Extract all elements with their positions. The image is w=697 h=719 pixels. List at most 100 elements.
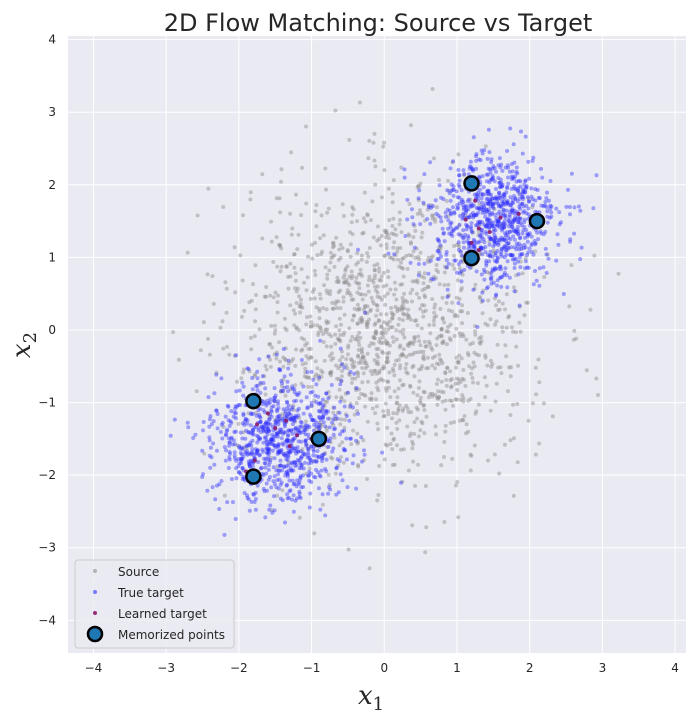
true-target-point xyxy=(439,219,444,224)
true-target-point xyxy=(254,413,259,418)
true-target-point xyxy=(488,170,493,175)
true-target-point xyxy=(318,474,323,479)
memorized-point xyxy=(463,249,480,267)
true-target-point xyxy=(265,442,270,447)
source-point xyxy=(455,388,460,392)
true-target-point xyxy=(284,438,289,443)
true-target-point xyxy=(471,237,476,242)
source-point xyxy=(417,184,422,189)
true-target-point xyxy=(522,220,526,225)
true-target-point xyxy=(265,450,270,455)
true-target-point xyxy=(544,196,549,201)
source-point xyxy=(405,312,410,317)
true-target-point xyxy=(326,491,331,496)
true-target-point xyxy=(283,430,288,435)
true-target-point xyxy=(314,459,319,464)
source-point xyxy=(307,466,312,471)
true-target-point xyxy=(320,492,325,497)
true-target-point xyxy=(491,229,496,234)
source-point xyxy=(207,352,212,357)
source-point xyxy=(435,402,440,407)
true-target-point xyxy=(445,295,450,299)
source-point xyxy=(337,387,342,392)
source-point xyxy=(426,395,431,400)
true-target-point xyxy=(453,258,458,263)
true-target-point xyxy=(496,204,501,209)
source-point xyxy=(445,365,450,370)
true-target-point xyxy=(284,464,289,469)
source-point xyxy=(376,224,380,229)
source-point xyxy=(360,317,365,322)
source-point xyxy=(541,401,546,406)
x-tick-label: 2 xyxy=(526,661,534,675)
true-target-point xyxy=(291,468,296,473)
true-target-point xyxy=(309,369,314,374)
true-target-point xyxy=(248,464,253,469)
true-target-point xyxy=(287,450,292,455)
true-target-point xyxy=(258,390,263,395)
learned-target-point xyxy=(516,211,521,216)
x-tick-label: −3 xyxy=(157,661,175,675)
true-target-point xyxy=(257,453,262,458)
true-target-point xyxy=(484,263,489,268)
source-point xyxy=(361,371,366,376)
true-target-point xyxy=(245,452,250,457)
source-point xyxy=(439,244,443,249)
source-point xyxy=(391,245,396,250)
true-target-point xyxy=(285,453,290,458)
source-point xyxy=(233,290,238,295)
true-target-point xyxy=(543,246,548,251)
true-target-point xyxy=(335,457,340,462)
true-target-point xyxy=(504,242,509,247)
source-point xyxy=(423,344,428,349)
source-point xyxy=(320,249,325,254)
source-point xyxy=(341,299,346,304)
true-target-point xyxy=(499,250,504,254)
source-point xyxy=(413,483,418,488)
source-point xyxy=(416,386,421,390)
source-point xyxy=(372,276,377,281)
source-point xyxy=(338,255,343,260)
source-point xyxy=(362,305,367,310)
true-target-point xyxy=(267,400,272,405)
true-target-point xyxy=(490,267,495,272)
true-target-point xyxy=(309,444,314,449)
source-point xyxy=(271,295,276,300)
true-target-point xyxy=(232,410,237,415)
true-target-point xyxy=(305,455,310,460)
true-target-point xyxy=(349,436,353,441)
true-target-point xyxy=(299,439,304,444)
source-point xyxy=(295,247,300,252)
true-target-point xyxy=(471,287,476,292)
source-point xyxy=(478,296,483,301)
true-target-point xyxy=(496,163,501,168)
source-point xyxy=(367,566,372,571)
source-point xyxy=(319,368,324,373)
source-point xyxy=(278,416,283,421)
y-tick-label: −3 xyxy=(38,541,56,555)
source-point xyxy=(483,353,488,358)
source-point xyxy=(373,164,378,169)
source-point xyxy=(379,377,384,382)
true-target-point xyxy=(490,211,495,215)
source-point xyxy=(344,357,349,362)
source-point xyxy=(225,344,229,349)
source-point xyxy=(342,280,347,285)
true-target-point xyxy=(416,262,421,266)
true-target-point xyxy=(287,408,292,413)
true-target-point xyxy=(493,251,498,255)
true-target-point xyxy=(464,222,469,227)
source-point xyxy=(258,382,263,387)
true-target-point xyxy=(495,278,500,283)
source-point xyxy=(457,297,462,301)
true-target-point xyxy=(522,225,527,229)
source-point xyxy=(418,395,423,400)
true-target-point xyxy=(267,507,272,512)
true-target-point xyxy=(572,205,577,210)
source-point xyxy=(247,300,252,305)
source-point xyxy=(397,210,402,215)
true-target-point xyxy=(247,462,252,467)
source-point xyxy=(440,317,445,321)
legend-box xyxy=(74,559,235,649)
true-target-point xyxy=(485,189,490,194)
